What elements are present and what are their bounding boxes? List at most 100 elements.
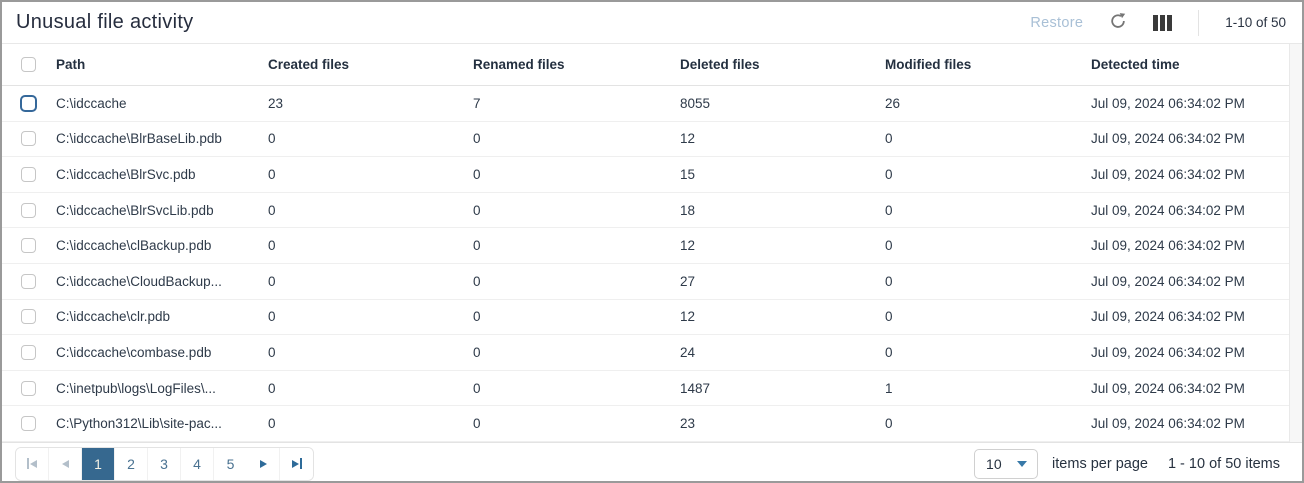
- table-row[interactable]: C:\inetpub\logs\LogFiles\... 0 0 1487 1 …: [2, 371, 1289, 407]
- page-size-dropdown[interactable]: 10: [974, 448, 1039, 479]
- next-page-button[interactable]: [247, 447, 280, 480]
- cell-path: C:\idccache\BlrBaseLib.pdb: [56, 131, 222, 147]
- header-checkbox-cell: [2, 57, 56, 72]
- previous-page-button[interactable]: [49, 447, 82, 480]
- page-number-buttons: 1 2 3 4 5: [82, 447, 247, 480]
- table-row[interactable]: C:\idccache\CloudBackup... 0 0 27 0 Jul …: [2, 264, 1289, 300]
- toolbar-range-label: 1-10 of 50: [1225, 15, 1286, 30]
- row-checkbox[interactable]: [21, 273, 36, 289]
- row-checkbox-cell: [2, 416, 56, 432]
- cell-path: C:\idccache\BlrSvc.pdb: [56, 166, 196, 182]
- cell-detected-time: Jul 09, 2024 06:34:02 PM: [1091, 273, 1245, 289]
- cell-renamed-files: 0: [473, 309, 481, 325]
- page-size-value: 10: [986, 455, 1002, 472]
- table-row[interactable]: C:\idccache 23 7 8055 26 Jul 09, 2024 06…: [2, 86, 1289, 122]
- row-checkbox[interactable]: [20, 94, 37, 112]
- cell-renamed-files: 7: [473, 95, 481, 111]
- row-checkbox-cell: [2, 131, 56, 147]
- row-checkbox-cell: [2, 273, 56, 289]
- cell-renamed-files: 0: [473, 344, 481, 360]
- refresh-button[interactable]: [1109, 12, 1127, 33]
- row-checkbox[interactable]: [21, 309, 36, 325]
- cell-detected-time: Jul 09, 2024 06:34:02 PM: [1091, 166, 1245, 182]
- last-page-button[interactable]: [280, 447, 313, 480]
- cell-deleted-files: 15: [680, 166, 696, 182]
- dropdown-arrow-icon: [1017, 460, 1028, 467]
- cell-path: C:\idccache\combase.pdb: [56, 344, 212, 360]
- cell-renamed-files: 0: [473, 131, 481, 147]
- cell-path: C:\idccache\clBackup.pdb: [56, 238, 212, 254]
- pager-right: 10 items per page 1 - 10 of 50 items: [974, 448, 1280, 479]
- first-page-button[interactable]: [16, 447, 49, 480]
- table-row[interactable]: C:\idccache\BlrSvc.pdb 0 0 15 0 Jul 09, …: [2, 157, 1289, 193]
- table-row[interactable]: C:\idccache\clr.pdb 0 0 12 0 Jul 09, 202…: [2, 300, 1289, 336]
- refresh-icon: [1109, 12, 1127, 33]
- cell-deleted-files: 18: [680, 202, 696, 218]
- column-header-detected-time[interactable]: Detected time: [1091, 57, 1180, 72]
- select-all-checkbox[interactable]: [21, 57, 36, 72]
- pager-bar: 1 2 3 4 5 10 items pe: [2, 441, 1302, 481]
- row-checkbox[interactable]: [21, 416, 36, 432]
- first-page-icon: [27, 458, 29, 470]
- cell-deleted-files: 23: [680, 416, 696, 432]
- next-page-icon: [259, 459, 267, 468]
- row-checkbox[interactable]: [21, 380, 36, 396]
- items-per-page-label: items per page: [1052, 455, 1148, 472]
- cell-created-files: 0: [268, 273, 276, 289]
- previous-page-icon: [61, 459, 69, 468]
- toolbar-actions: Restore 1-10 of 50: [1030, 9, 1290, 36]
- cell-modified-files: 0: [885, 238, 893, 254]
- cell-renamed-files: 0: [473, 202, 481, 218]
- cell-deleted-files: 8055: [680, 95, 711, 111]
- table-row[interactable]: C:\Python312\Lib\site-pac... 0 0 23 0 Ju…: [2, 406, 1289, 442]
- row-checkbox[interactable]: [21, 238, 36, 254]
- row-checkbox-cell: [2, 166, 56, 182]
- cell-detected-time: Jul 09, 2024 06:34:02 PM: [1091, 238, 1245, 254]
- cell-created-files: 0: [268, 416, 276, 432]
- table-row[interactable]: C:\idccache\BlrSvcLib.pdb 0 0 18 0 Jul 0…: [2, 193, 1289, 229]
- toolbar: Unusual file activity Restore 1-10 of 50: [2, 2, 1302, 44]
- table-row[interactable]: C:\idccache\combase.pdb 0 0 24 0 Jul 09,…: [2, 335, 1289, 371]
- column-header-renamed-files[interactable]: Renamed files: [473, 57, 565, 72]
- cell-modified-files: 1: [885, 380, 893, 396]
- row-checkbox[interactable]: [21, 166, 36, 182]
- grid: Path Created files Renamed files Deleted…: [2, 44, 1302, 442]
- cell-detected-time: Jul 09, 2024 06:34:02 PM: [1091, 309, 1245, 325]
- page-number-button[interactable]: 4: [181, 447, 214, 480]
- row-checkbox[interactable]: [21, 344, 36, 360]
- column-header-modified-files[interactable]: Modified files: [885, 57, 972, 72]
- row-checkbox-cell: [2, 94, 56, 112]
- table-row[interactable]: C:\idccache\clBackup.pdb 0 0 12 0 Jul 09…: [2, 228, 1289, 264]
- cell-modified-files: 0: [885, 416, 893, 432]
- page-number-button[interactable]: 2: [115, 447, 148, 480]
- page-number-button[interactable]: 1: [82, 447, 115, 480]
- page-number-button[interactable]: 5: [214, 447, 247, 480]
- cell-deleted-files: 1487: [680, 380, 711, 396]
- cell-detected-time: Jul 09, 2024 06:34:02 PM: [1091, 95, 1245, 111]
- cell-path: C:\inetpub\logs\LogFiles\...: [56, 380, 216, 396]
- cell-created-files: 0: [268, 238, 276, 254]
- cell-renamed-files: 0: [473, 380, 481, 396]
- cell-detected-time: Jul 09, 2024 06:34:02 PM: [1091, 416, 1245, 432]
- table-row[interactable]: C:\idccache\BlrBaseLib.pdb 0 0 12 0 Jul …: [2, 122, 1289, 158]
- row-checkbox[interactable]: [21, 131, 36, 147]
- cell-path: C:\idccache\CloudBackup...: [56, 273, 222, 289]
- row-checkbox-cell: [2, 344, 56, 360]
- cell-renamed-files: 0: [473, 166, 481, 182]
- column-chooser-button[interactable]: [1153, 14, 1173, 31]
- column-header-deleted-files[interactable]: Deleted files: [680, 57, 760, 72]
- restore-button[interactable]: Restore: [1030, 14, 1084, 31]
- cell-modified-files: 0: [885, 131, 893, 147]
- cell-modified-files: 0: [885, 344, 893, 360]
- page-number-button[interactable]: 3: [148, 447, 181, 480]
- cell-created-files: 23: [268, 95, 284, 111]
- column-header-created-files[interactable]: Created files: [268, 57, 350, 72]
- columns-icon: [1153, 14, 1173, 31]
- column-header-path[interactable]: Path: [56, 57, 86, 72]
- row-checkbox[interactable]: [21, 202, 36, 218]
- scrollbar-gutter[interactable]: [1289, 44, 1302, 442]
- cell-path: C:\idccache\clr.pdb: [56, 309, 171, 325]
- cell-renamed-files: 0: [473, 238, 481, 254]
- cell-detected-time: Jul 09, 2024 06:34:02 PM: [1091, 344, 1245, 360]
